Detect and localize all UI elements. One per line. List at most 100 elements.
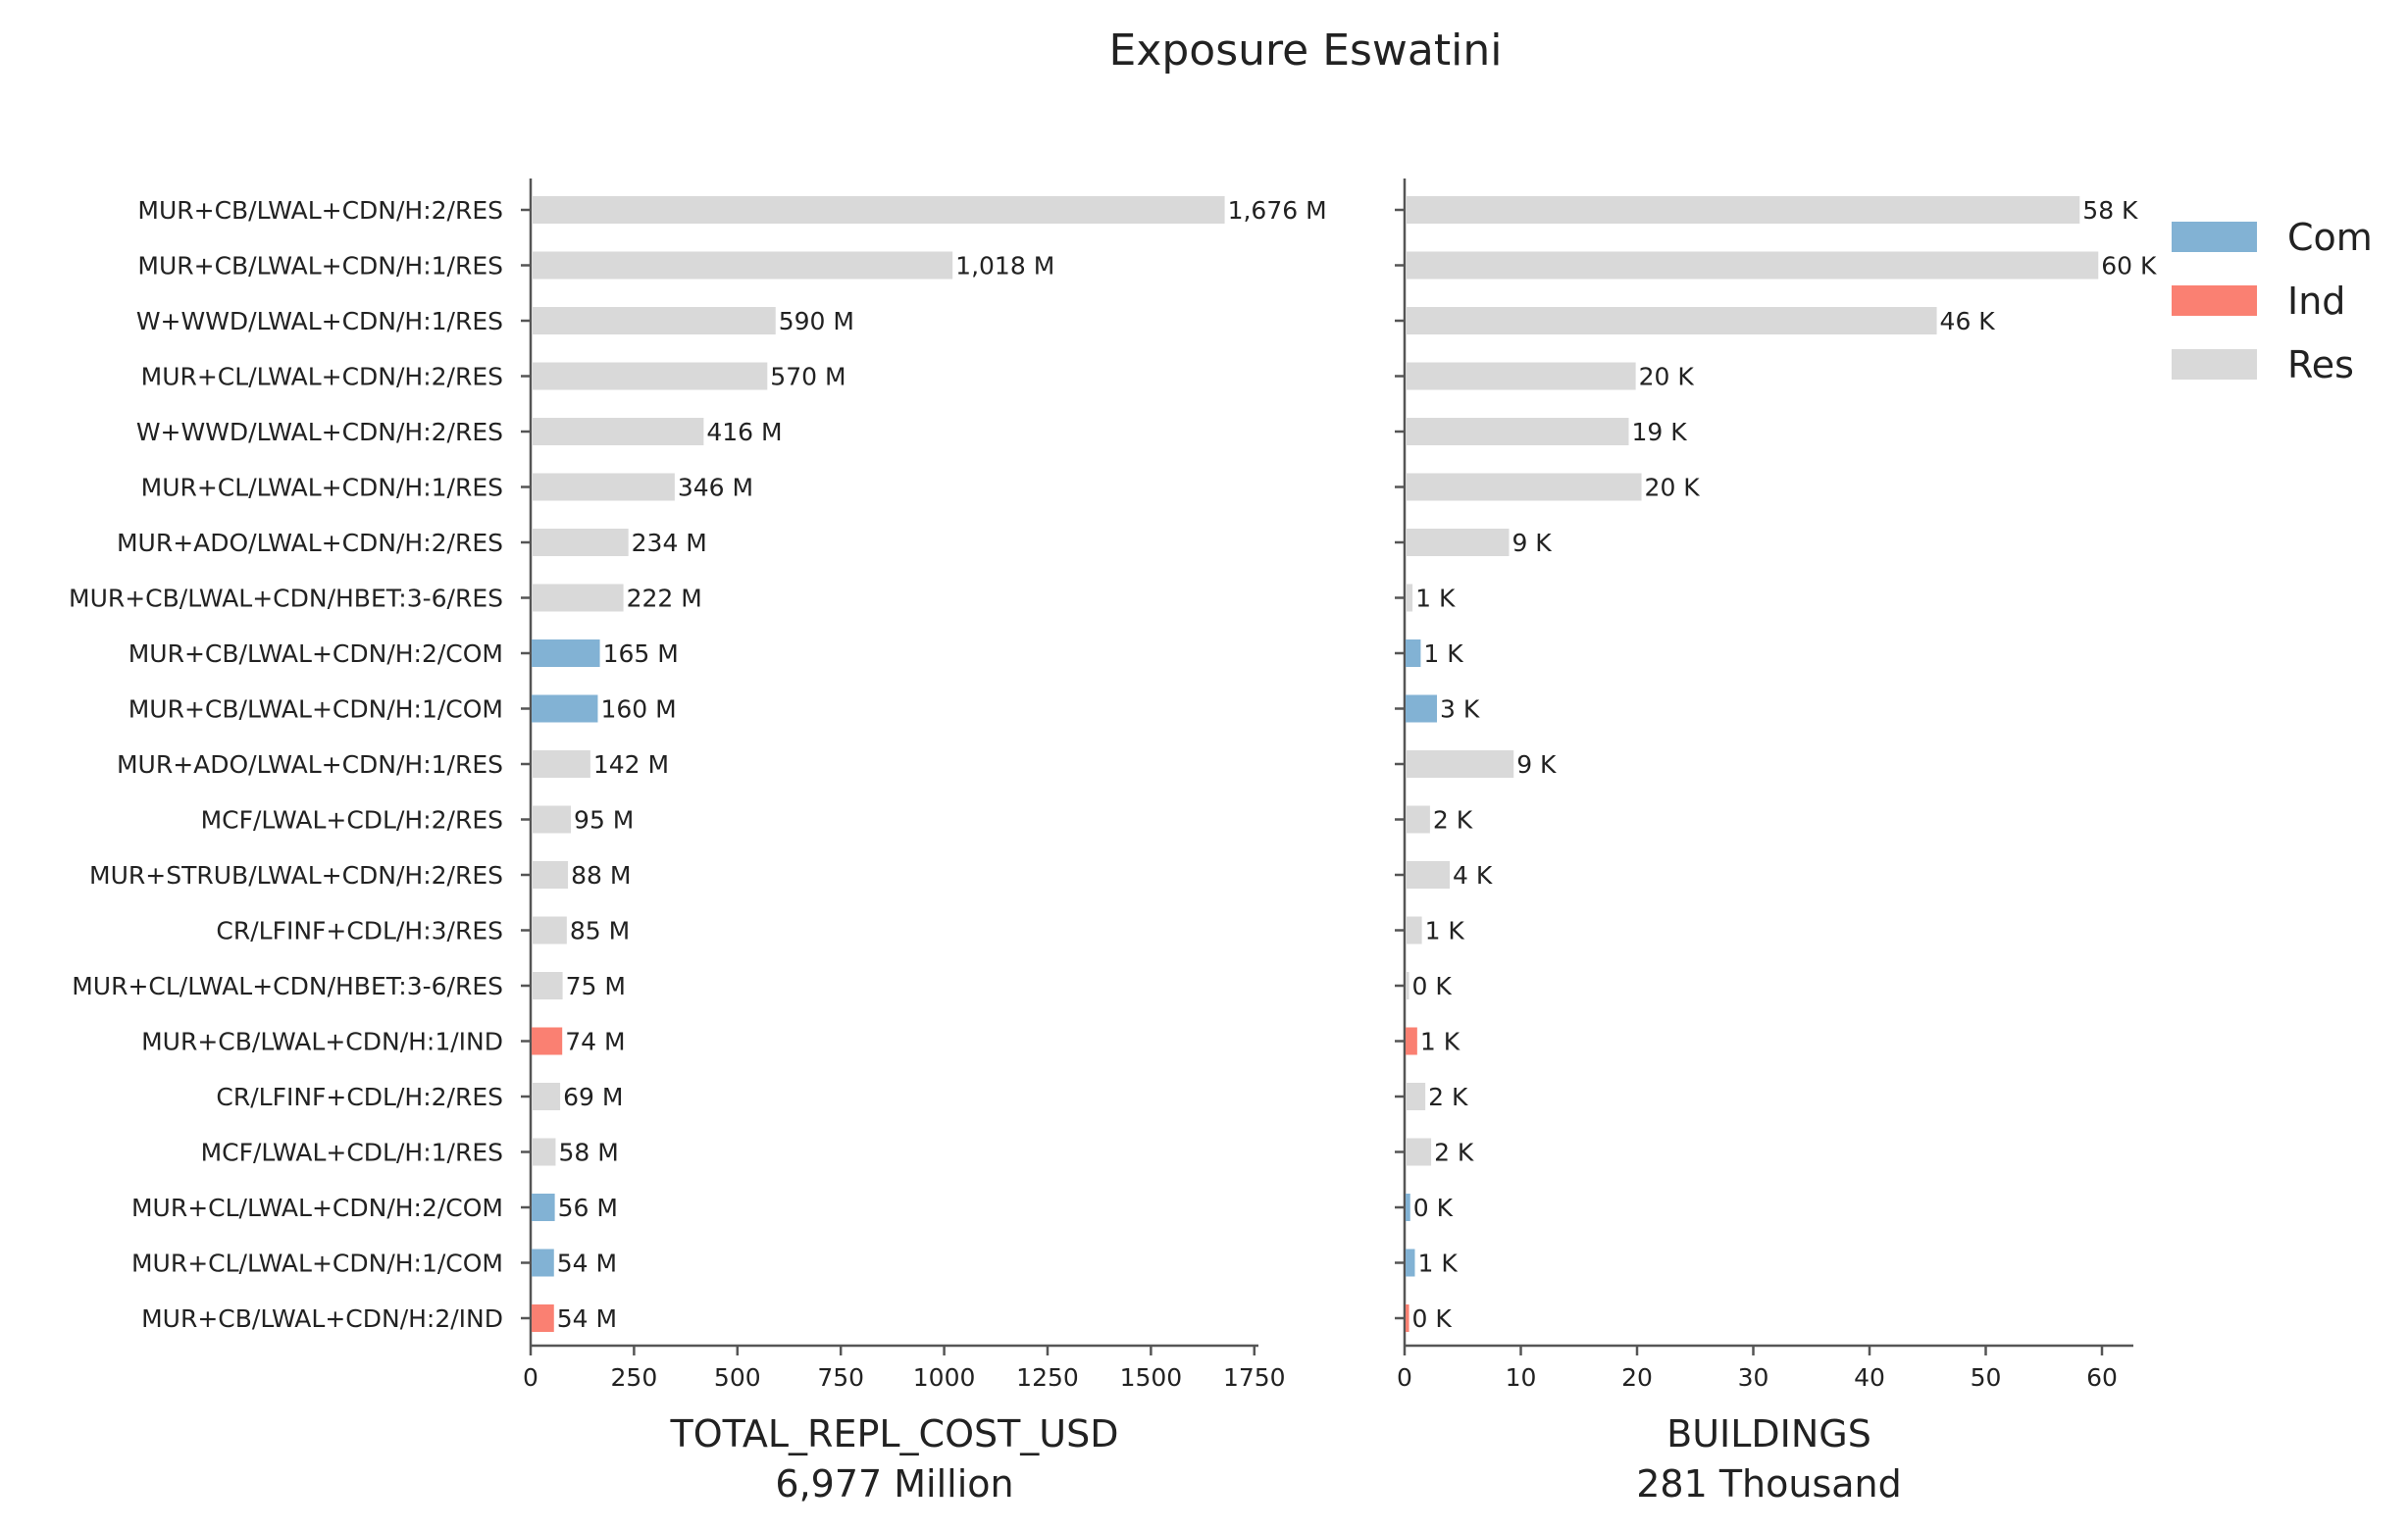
data-label: 56 M (558, 1194, 618, 1222)
data-label: 3 K (1440, 695, 1480, 724)
data-label: 416 M (706, 418, 782, 446)
data-label: 46 K (1940, 307, 1996, 335)
data-label: 88 M (571, 861, 631, 890)
bar-cr-lfinf-cdl-h-2-res (532, 1083, 561, 1110)
x-axis-sublabel: 281 Thousand (1636, 1462, 1902, 1506)
x-tick-label: 20 (1621, 1363, 1653, 1392)
category-label: W+WWD/LWAL+CDN/H:2/RES (136, 418, 503, 446)
legend-label-com: Com (2287, 216, 2373, 259)
data-label: 1,676 M (1228, 196, 1327, 225)
data-label: 54 M (557, 1250, 617, 1278)
bar-mur-cl-lwal-cdn-h-1-com (532, 1249, 554, 1277)
category-label: MUR+CL/LWAL+CDN/HBET:3-6/RES (72, 972, 503, 1000)
data-label: 0 K (1412, 972, 1453, 1000)
bar-mur-cl-lwal-cdn-h-1-res (1406, 473, 1642, 501)
bar-mur-cl-lwal-cdn-h-2-com (1406, 1194, 1410, 1221)
legend-label-ind: Ind (2287, 280, 2345, 323)
category-label: W+WWD/LWAL+CDN/H:1/RES (136, 307, 503, 335)
bar-w-wwd-lwal-cdn-h-2-res (1406, 418, 1629, 445)
bar-mcf-lwal-cdl-h-1-res (532, 1138, 556, 1166)
data-label: 19 K (1632, 418, 1688, 446)
bar-mur-ado-lwal-cdn-h-1-res (1406, 750, 1514, 778)
x-tick-label: 0 (523, 1363, 538, 1392)
bar-mur-cb-lwal-cdn-h-1-ind (1406, 1027, 1417, 1055)
data-label: 58 K (2082, 196, 2138, 225)
x-tick-label: 40 (1854, 1363, 1885, 1392)
data-label: 1,018 M (955, 252, 1054, 281)
data-label: 9 K (1516, 750, 1557, 779)
x-axis-label: TOTAL_REPL_COST_USD (669, 1412, 1118, 1455)
x-tick-label: 30 (1738, 1363, 1769, 1392)
x-tick-label: 60 (2086, 1363, 2118, 1392)
category-label: MUR+CL/LWAL+CDN/H:1/RES (141, 474, 503, 502)
x-tick-label: 500 (714, 1363, 761, 1392)
bar-mur-cl-lwal-cdn-h-2-com (532, 1194, 555, 1221)
data-label: 222 M (627, 585, 702, 613)
data-label: 74 M (565, 1028, 625, 1056)
data-label: 2 K (1434, 1139, 1474, 1167)
x-tick-label: 50 (1971, 1363, 2002, 1392)
legend-swatch-ind (2172, 285, 2257, 316)
bar-cr-lfinf-cdl-h-2-res (1406, 1083, 1426, 1110)
data-label: 1 K (1423, 639, 1463, 668)
data-label: 54 M (557, 1304, 617, 1333)
x-axis-label: BUILDINGS (1666, 1412, 1871, 1455)
bar-mur-cb-lwal-cdn-h-2-ind (1406, 1304, 1409, 1332)
bar-mur-cl-lwal-cdn-hbet-3-6-res (532, 972, 563, 999)
data-label: 2 K (1428, 1083, 1468, 1111)
x-tick-label: 1250 (1016, 1363, 1079, 1392)
data-label: 20 K (1645, 474, 1701, 502)
category-label: MCF/LWAL+CDL/H:2/RES (201, 806, 503, 835)
bar-mur-cb-lwal-cdn-h-1-res (1406, 251, 2099, 280)
bar-mur-ado-lwal-cdn-h-2-res (532, 529, 629, 556)
bar-w-wwd-lwal-cdn-h-2-res (532, 418, 704, 445)
x-tick-label: 1000 (913, 1363, 976, 1392)
x-axis-sublabel: 6,977 Million (775, 1462, 1013, 1506)
legend-label-res: Res (2287, 343, 2354, 386)
data-label: 4 K (1453, 861, 1493, 890)
bar-cr-lfinf-cdl-h-3-res (532, 916, 567, 945)
bar-mur-cl-lwal-cdn-hbet-3-6-res (1406, 972, 1409, 999)
bar-mcf-lwal-cdl-h-2-res (1406, 805, 1430, 834)
x-tick-label: 250 (611, 1363, 658, 1392)
data-label: 0 K (1413, 1194, 1454, 1222)
category-label: MUR+CB/LWAL+CDN/H:2/COM (128, 639, 503, 668)
data-label: 1 K (1415, 585, 1456, 613)
data-label: 234 M (632, 529, 707, 557)
category-label: MUR+CB/LWAL+CDN/H:1/RES (137, 252, 503, 281)
data-label: 142 M (593, 750, 669, 779)
category-label: CR/LFINF+CDL/H:3/RES (216, 917, 503, 945)
category-label: MUR+CB/LWAL+CDN/H:1/IND (141, 1028, 503, 1056)
category-label: MUR+STRUB/LWAL+CDN/H:2/RES (89, 861, 503, 890)
legend-swatch-com (2172, 222, 2257, 252)
category-label: MUR+CB/LWAL+CDN/HBET:3-6/RES (69, 585, 503, 613)
bar-mur-cb-lwal-cdn-h-2-ind (532, 1304, 554, 1332)
x-tick-label: 10 (1506, 1363, 1537, 1392)
x-tick-label: 1750 (1223, 1363, 1286, 1392)
data-label: 69 M (563, 1083, 623, 1111)
bar-mur-cl-lwal-cdn-h-1-com (1406, 1249, 1415, 1277)
legend: Com Ind Res (2172, 216, 2373, 386)
category-label: MCF/LWAL+CDL/H:1/RES (201, 1139, 503, 1167)
data-label: 1 K (1417, 1250, 1458, 1278)
data-label: 60 K (2101, 252, 2157, 281)
bar-mcf-lwal-cdl-h-1-res (1406, 1138, 1432, 1166)
bar-mur-cb-lwal-cdn-hbet-3-6-res (1406, 584, 1413, 612)
data-label: 85 M (570, 917, 630, 945)
bar-mur-cb-lwal-cdn-h-1-com (1406, 694, 1437, 723)
chart-title: Exposure Eswatini (1109, 26, 1503, 76)
bar-mur-cb-lwal-cdn-h-1-com (532, 694, 598, 723)
category-label: CR/LFINF+CDL/H:2/RES (216, 1083, 503, 1111)
data-label: 160 M (600, 695, 676, 724)
data-label: 75 M (566, 972, 626, 1000)
category-label: MUR+CB/LWAL+CDN/H:1/COM (128, 695, 503, 724)
bar-mur-cb-lwal-cdn-h-2-res (1406, 196, 2080, 224)
data-label: 165 M (603, 639, 679, 668)
data-label: 1 K (1425, 917, 1465, 945)
data-label: 2 K (1433, 806, 1473, 835)
category-label: MUR+CL/LWAL+CDN/H:2/RES (141, 363, 503, 391)
bar-cr-lfinf-cdl-h-3-res (1406, 916, 1422, 945)
data-label: 58 M (558, 1139, 618, 1167)
data-label: 0 K (1412, 1304, 1453, 1333)
